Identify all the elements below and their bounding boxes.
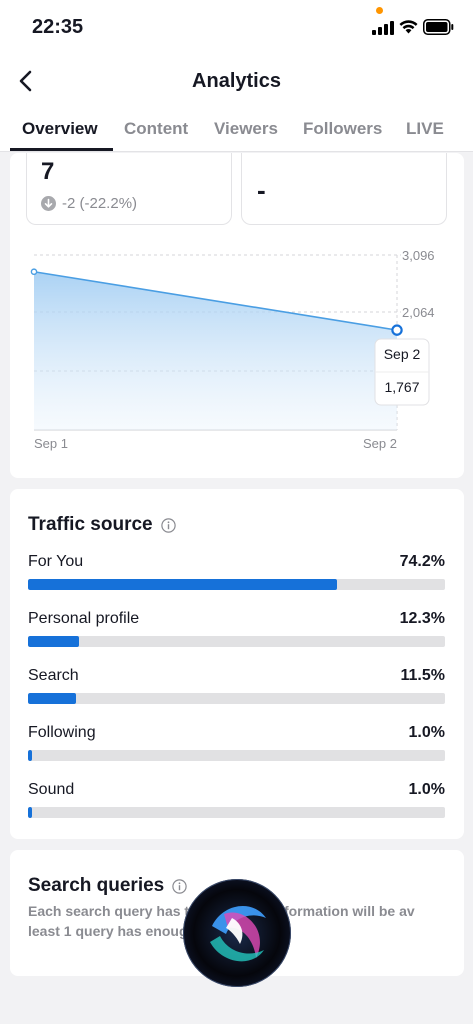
- tab-viewers[interactable]: Viewers: [214, 119, 278, 138]
- traffic-source-percent: 1.0%: [408, 781, 445, 798]
- stat-change-value: -2 (-22.2%): [62, 195, 138, 212]
- arrow-down-circle-icon: [41, 196, 56, 211]
- tab-live[interactable]: LIVE: [406, 119, 444, 138]
- tab-followers[interactable]: Followers: [303, 119, 383, 138]
- stat-change: -2 (-22.2%): [41, 195, 137, 212]
- traffic-source-bar-track: [28, 579, 445, 590]
- traffic-source-percent: 11.5%: [400, 667, 445, 684]
- chart-tooltip-date: Sep 2: [384, 346, 421, 362]
- traffic-source-bar-track: [28, 807, 445, 818]
- traffic-source-bar-fill: [28, 750, 33, 761]
- stat-card-primary[interactable]: 7 -2 (-22.2%): [26, 153, 232, 225]
- back-arrow-icon[interactable]: [14, 68, 38, 94]
- stat-value-empty: -: [257, 175, 266, 205]
- traffic-source-card: Traffic source For You 74.2% Personal prof…: [10, 489, 464, 839]
- privacy-indicator-dot: [376, 7, 383, 14]
- siri-orb-icon[interactable]: [182, 878, 292, 988]
- traffic-source-label: Search: [28, 667, 79, 684]
- cellular-signal-icon: [372, 21, 394, 35]
- traffic-source-title: Traffic source: [28, 514, 176, 536]
- traffic-source-bar-track: [28, 693, 445, 704]
- traffic-source-heading: Traffic source: [28, 514, 153, 535]
- traffic-source-label: Personal profile: [28, 610, 140, 627]
- chart-x-tick-label: Sep 2: [363, 436, 397, 451]
- page-title: Analytics: [192, 70, 281, 92]
- analytics-tabs: Overview Content Viewers Followers LIVE: [0, 108, 473, 152]
- chart-data-point-selected: [391, 324, 403, 336]
- search-queries-title: Search queries: [28, 875, 187, 897]
- traffic-source-bar-track: [28, 750, 445, 761]
- chart-area-fill: [34, 271, 397, 430]
- chart-data-point: [30, 268, 38, 276]
- stat-card-secondary[interactable]: -: [241, 153, 447, 225]
- traffic-source-percent: 74.2%: [399, 553, 445, 570]
- traffic-source-row: Search 11.5%: [28, 667, 445, 717]
- traffic-source-row: Sound 1.0%: [28, 781, 445, 831]
- traffic-source-bar-fill: [28, 636, 80, 647]
- traffic-source-label: For You: [28, 553, 84, 570]
- traffic-source-percent: 12.3%: [399, 610, 445, 627]
- app-header: Analytics: [0, 56, 473, 108]
- chart-y-tick-label: 2,064: [402, 305, 435, 320]
- chart-tooltip-value: 1,767: [384, 379, 419, 395]
- tab-content[interactable]: Content: [124, 119, 189, 138]
- chart-y-tick-label: 3,096: [402, 248, 435, 263]
- traffic-source-label: Sound: [28, 781, 75, 798]
- traffic-source-percent: 1.0%: [408, 724, 445, 741]
- traffic-source-row: For You 74.2%: [28, 553, 445, 603]
- traffic-source-bar-fill: [28, 693, 76, 704]
- search-queries-heading: Search queries: [28, 875, 165, 896]
- active-tab-indicator: [10, 148, 113, 151]
- status-time: 22:35: [32, 16, 84, 38]
- traffic-source-label: Following: [28, 724, 96, 741]
- battery-icon: [423, 19, 454, 35]
- info-icon[interactable]: [160, 517, 176, 533]
- stat-value: 7: [41, 158, 55, 185]
- traffic-source-bar-fill: [28, 579, 338, 590]
- tab-overview[interactable]: Overview: [22, 119, 98, 138]
- chart-x-tick-label: Sep 1: [34, 436, 68, 451]
- traffic-source-row: Personal profile 12.3%: [28, 610, 445, 660]
- chart-series-line: [33, 270, 398, 331]
- status-bar: 22:35: [0, 0, 473, 56]
- traffic-source-bar-fill: [28, 807, 33, 818]
- wifi-icon: [399, 20, 418, 34]
- traffic-source-row: Following 1.0%: [28, 724, 445, 774]
- traffic-source-bar-track: [28, 636, 445, 647]
- info-icon[interactable]: [172, 878, 187, 894]
